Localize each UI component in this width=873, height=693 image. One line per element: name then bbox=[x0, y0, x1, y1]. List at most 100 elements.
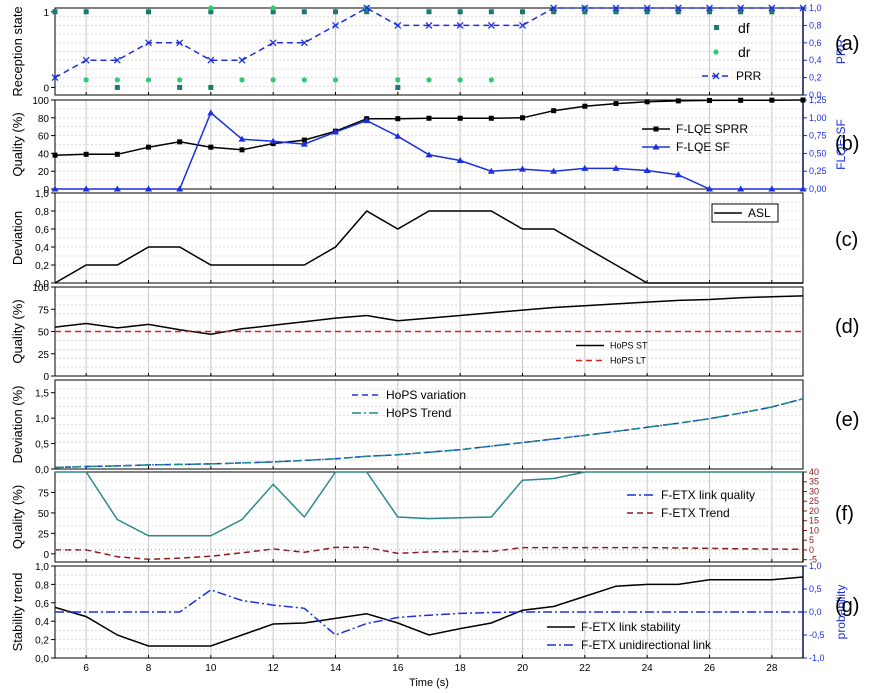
y2-tick-label: 30 bbox=[809, 486, 819, 496]
data-point-square bbox=[644, 99, 650, 105]
data-point-dr bbox=[145, 77, 152, 83]
panel-label: (d) bbox=[835, 316, 859, 338]
y-tick-label: 1 bbox=[43, 8, 49, 19]
data-point-square bbox=[488, 115, 494, 121]
y-axis-label: Reception state bbox=[10, 6, 25, 96]
legend: df dr PRR bbox=[702, 20, 762, 83]
panel-frame bbox=[54, 379, 804, 470]
x-tick-label: 10 bbox=[205, 663, 217, 674]
y2-tick-label: 1,00 bbox=[809, 113, 827, 123]
y-tick-label: 100 bbox=[32, 283, 49, 294]
data-point-square bbox=[675, 98, 681, 104]
panel-frame bbox=[54, 471, 804, 563]
data-point-df bbox=[52, 9, 58, 15]
data-point-df bbox=[208, 84, 214, 90]
y-tick-label: 1,5 bbox=[35, 389, 49, 400]
y2-tick-label: -1,0 bbox=[809, 653, 825, 663]
y2-tick-label: -5 bbox=[809, 555, 817, 565]
y2-tick-label: 5 bbox=[809, 535, 814, 545]
legend-marker-x bbox=[712, 72, 720, 80]
legend-label: F-ETX unidirectional link bbox=[581, 638, 712, 652]
data-point-x bbox=[643, 4, 651, 12]
data-point-dr bbox=[208, 5, 214, 11]
y-tick-label: 0,5 bbox=[35, 440, 49, 451]
panel-label: (e) bbox=[835, 409, 859, 431]
data-point-df bbox=[146, 9, 151, 15]
series-line bbox=[55, 546, 804, 561]
panel-d: 0 25 50 75 100 Quality (%) HoPS ST HoPS LT (d) bbox=[10, 283, 859, 383]
x-axis-label: Time (s) bbox=[409, 677, 449, 689]
y2-tick-label: 20 bbox=[809, 506, 819, 516]
y2-axis-label: FLQE-SF bbox=[834, 119, 848, 170]
data-point-triangle bbox=[487, 167, 495, 174]
legend: F-LQE SPRR F-LQE SF bbox=[642, 122, 748, 154]
y-tick-label: 0 bbox=[43, 185, 49, 196]
y-axis-label: Quality (%) bbox=[10, 112, 25, 176]
y-tick-label: 0 bbox=[43, 83, 49, 94]
y-tick-label: 0 bbox=[43, 550, 49, 561]
data-point-triangle bbox=[674, 171, 682, 178]
y2-tick-label: 0 bbox=[809, 545, 814, 555]
y-tick-label: 75 bbox=[38, 488, 50, 499]
data-point-df bbox=[208, 9, 214, 15]
data-point-triangle bbox=[612, 164, 620, 171]
data-point-df bbox=[177, 84, 183, 90]
data-point-triangle bbox=[425, 151, 433, 158]
data-point-x bbox=[176, 39, 184, 47]
panel-g: 0,0 0,2 0,4 0,6 0,8 1,0 -1,0 -0,5 0,0 0,5 1,0 Stabi… bbox=[10, 561, 859, 665]
legend-marker-triangle bbox=[652, 143, 660, 150]
legend-marker-square bbox=[653, 126, 659, 132]
data-point-x bbox=[269, 39, 277, 47]
data-point-square bbox=[395, 116, 401, 122]
legend-marker-square bbox=[714, 25, 719, 30]
data-point-x bbox=[300, 39, 308, 47]
y2-tick-label: 1,25 bbox=[809, 95, 827, 105]
data-point-square bbox=[114, 151, 120, 157]
data-point-square bbox=[707, 97, 712, 103]
y2-tick-label: 0,8 bbox=[809, 20, 822, 30]
data-point-square bbox=[146, 144, 151, 150]
legend-label: ASL bbox=[748, 206, 771, 220]
legend-label: PRR bbox=[736, 69, 762, 83]
y-tick-label: 1,0 bbox=[35, 562, 49, 573]
y-tick-label: 0,0 bbox=[35, 279, 49, 290]
data-point-df bbox=[707, 9, 712, 15]
x-tick-label: 8 bbox=[146, 663, 152, 674]
data-point-triangle bbox=[300, 140, 308, 147]
data-point-dr bbox=[270, 5, 276, 11]
data-point-x bbox=[487, 21, 495, 29]
data-point-square bbox=[520, 115, 525, 121]
x-tick-label: 24 bbox=[642, 663, 654, 674]
data-point-x bbox=[737, 4, 745, 12]
data-point-dr bbox=[488, 77, 494, 83]
panel-label: (b) bbox=[835, 133, 859, 155]
data-point-triangle bbox=[238, 135, 246, 142]
data-point-df bbox=[613, 9, 619, 15]
series-line bbox=[54, 576, 804, 647]
legend-box bbox=[711, 203, 779, 223]
y-tick-label: 40 bbox=[38, 149, 50, 160]
data-point-x bbox=[238, 56, 246, 64]
x-tick-label: 20 bbox=[517, 663, 529, 674]
legend-label: HoPS LT bbox=[610, 356, 646, 366]
panel-frame bbox=[54, 7, 804, 96]
panel-frame bbox=[54, 192, 804, 284]
legend-label: F-LQE SPRR bbox=[676, 122, 748, 136]
y-tick-label: 1,0 bbox=[35, 189, 49, 200]
legend-label: df bbox=[738, 20, 750, 36]
y2-tick-label: 0,6 bbox=[809, 38, 822, 48]
y-axis-label: Stability trend bbox=[10, 573, 25, 652]
panel-label: (f) bbox=[835, 503, 854, 525]
data-point-square bbox=[239, 147, 245, 153]
data-point-square bbox=[208, 144, 214, 150]
data-point-x bbox=[519, 21, 526, 29]
data-point-square bbox=[426, 115, 432, 121]
data-point-x bbox=[768, 4, 776, 12]
y-axis-label: Deviation (%) bbox=[10, 385, 25, 463]
data-point-x bbox=[550, 4, 558, 12]
y-tick-label: 0,0 bbox=[35, 465, 49, 476]
data-point-df bbox=[426, 9, 432, 15]
data-point-x bbox=[51, 74, 59, 82]
legend-marker-circle bbox=[713, 49, 719, 55]
data-point-triangle bbox=[207, 109, 215, 116]
